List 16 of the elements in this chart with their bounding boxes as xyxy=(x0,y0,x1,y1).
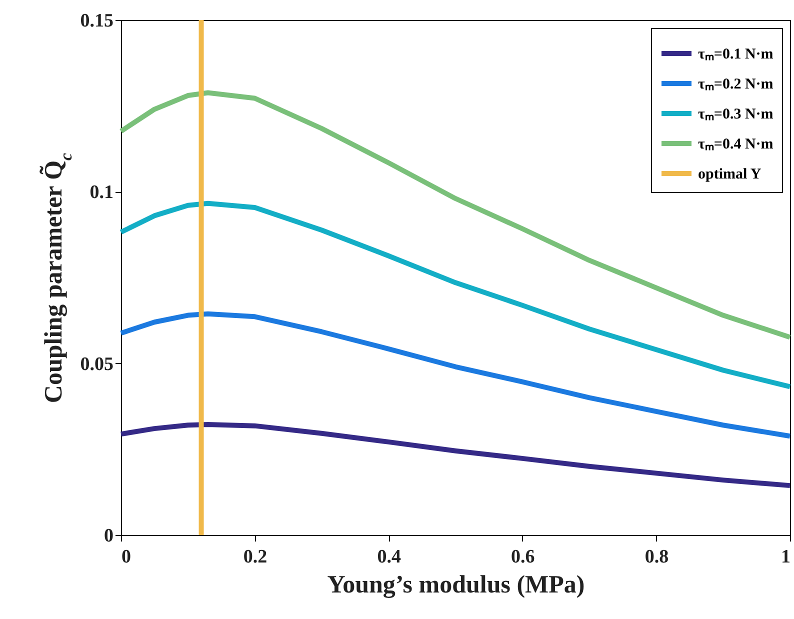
legend-label: τₘ=0.2 N·m xyxy=(698,76,774,92)
x-tick-label: 1 xyxy=(781,546,790,568)
x-tick-label: 0.4 xyxy=(377,546,402,568)
legend-label: τₘ=0.4 N·m xyxy=(698,136,774,152)
y-tick-label: 0.1 xyxy=(90,182,114,204)
x-tick-label: 0.8 xyxy=(644,546,669,568)
x-tick-label: 0 xyxy=(122,546,131,568)
x-axis-title: Young’s modulus (MPa) xyxy=(327,572,585,598)
y-tick-label: 0.05 xyxy=(80,354,114,375)
x-tick-label: 0.2 xyxy=(243,546,268,568)
y-tick-label: 0.15 xyxy=(80,10,114,32)
legend-label: τₘ=0.1 N·m xyxy=(698,46,774,62)
legend-label: τₘ=0.3 N·m xyxy=(698,106,774,122)
legend-label: optimal Y xyxy=(698,166,762,182)
y-tick-label: 0 xyxy=(104,526,114,546)
x-tick-label: 0.6 xyxy=(511,546,535,568)
